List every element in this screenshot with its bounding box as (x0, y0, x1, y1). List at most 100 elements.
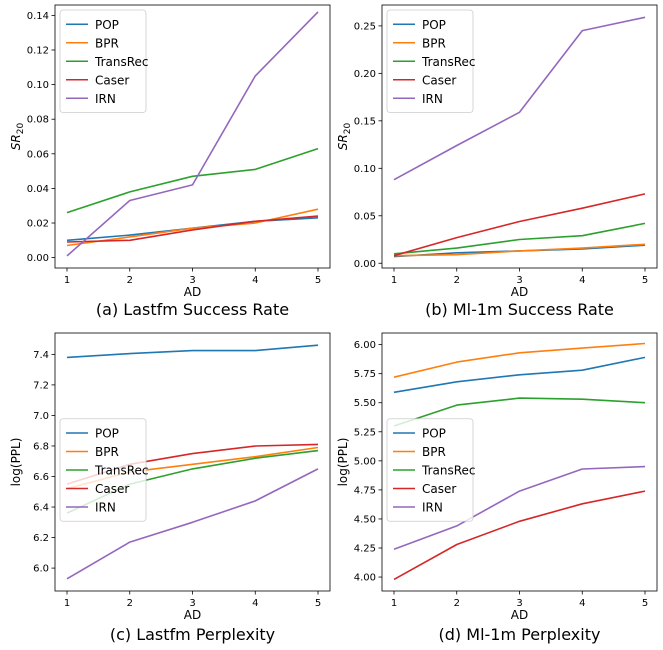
x-tick-label: 5 (642, 275, 648, 286)
series-line-irn (393, 16, 646, 181)
legend-label: TransRec (94, 464, 149, 478)
x-tick-label: 2 (127, 598, 133, 609)
y-tick-label: 4.00 (354, 573, 376, 584)
y-tick-label: 0.05 (354, 211, 376, 222)
y-tick-label: 5.25 (354, 427, 376, 438)
series-line-pop (393, 356, 646, 394)
x-tick-label: 5 (315, 275, 321, 286)
series-line-caser (66, 215, 319, 243)
x-tick-label: 5 (642, 598, 648, 609)
y-tick-label: 4.25 (354, 544, 376, 555)
legend: POP BPR TransRec Caser IRN (386, 9, 476, 113)
panel-caption: (a) Lastfm Success Rate (96, 300, 289, 319)
y-axis-label: SR20 (9, 123, 26, 151)
x-tick-label: 1 (64, 275, 70, 286)
legend-label: POP (422, 427, 446, 441)
series-line-pop (66, 217, 319, 242)
x-tick-label: 5 (315, 598, 321, 609)
y-axis-label-main: SR (9, 134, 23, 150)
y-tick-label: 6.2 (33, 533, 49, 544)
y-tick-label: 6.0 (33, 564, 49, 575)
legend-label: Caser (422, 482, 456, 496)
legend-box (386, 9, 474, 113)
y-tick-label: 7.2 (33, 380, 49, 391)
legend-label: IRN (422, 92, 443, 106)
series-line-transrec (393, 397, 646, 427)
legend-label: TransRec (421, 464, 476, 478)
chart-panel-2: 1 2 3 4 5 0.00 0.05 0.10 0.15 0.20 0.25 AD SR20 POP BP… (336, 4, 658, 319)
y-axis-label-sub: 20 (16, 123, 26, 135)
x-axis-label: AD (511, 285, 528, 299)
legend-label: BPR (95, 445, 119, 459)
x-tick-label: 3 (516, 275, 522, 286)
series-line-caser (393, 193, 646, 257)
x-tick-label: 1 (391, 598, 397, 609)
legend-label: Caser (95, 73, 129, 87)
y-tick-label: 0.10 (354, 164, 376, 175)
legend-label: POP (95, 18, 119, 32)
y-tick-label: 0.25 (354, 21, 376, 32)
x-axis-label: AD (184, 285, 201, 299)
panel-caption: (c) Lastfm Perplexity (110, 625, 275, 644)
x-tick-label: 2 (454, 598, 460, 609)
series-line-transrec (393, 222, 646, 255)
x-tick-label: 4 (252, 275, 258, 286)
legend-label: BPR (95, 36, 119, 50)
legend-label: IRN (422, 501, 443, 515)
y-tick-label: 6.4 (33, 503, 49, 514)
y-tick-label: 0.04 (27, 184, 49, 195)
x-tick-label: 4 (252, 598, 258, 609)
series-line-bpr (393, 243, 646, 257)
y-tick-label: 0.12 (27, 45, 49, 56)
legend-label: POP (422, 18, 446, 32)
y-axis-label: SR20 (336, 123, 353, 151)
legend-box (59, 418, 147, 522)
legend-label: IRN (95, 92, 116, 106)
y-tick-label: 5.00 (354, 456, 376, 467)
y-tick-label: 5.75 (354, 369, 376, 380)
x-tick-label: 4 (579, 275, 585, 286)
x-tick-label: 4 (579, 598, 585, 609)
x-tick-label: 1 (64, 598, 70, 609)
series-line-bpr (393, 342, 646, 378)
y-axis-label-sub: 20 (343, 123, 353, 135)
x-tick-label: 3 (189, 275, 195, 286)
x-tick-label: 2 (454, 275, 460, 286)
y-axis-label: log(PPL) (336, 438, 350, 487)
panel-caption: (b) Ml-1m Success Rate (425, 300, 614, 319)
panel-caption: (d) Ml-1m Perplexity (439, 625, 601, 644)
legend-label: Caser (95, 482, 129, 496)
series-line-irn (66, 11, 319, 257)
series-line-irn (393, 465, 646, 550)
y-tick-label: 0.08 (27, 115, 49, 126)
legend-label: BPR (422, 445, 446, 459)
x-tick-label: 2 (127, 275, 133, 286)
legend-box (59, 9, 147, 113)
legend-label: BPR (422, 36, 446, 50)
y-tick-label: 0.20 (354, 69, 376, 80)
legend: POP BPR TransRec Caser IRN (59, 418, 149, 522)
y-tick-label: 0.10 (27, 80, 49, 91)
y-tick-label: 6.6 (33, 472, 49, 483)
y-axis-label-main: SR (336, 134, 350, 150)
x-tick-label: 3 (516, 598, 522, 609)
y-tick-label: 4.50 (354, 514, 376, 525)
series-line-transrec (66, 147, 319, 214)
legend-label: TransRec (94, 55, 149, 69)
y-tick-label: 6.00 (354, 340, 376, 351)
x-tick-label: 3 (189, 598, 195, 609)
chart-panel-1: 1 2 3 4 5 0.00 0.02 0.04 0.06 0.08 0.10 0.12 0.14 AD S… (9, 4, 331, 319)
chart-panel-3: 1 2 3 4 5 6.0 6.2 6.4 6.6 6.8 7.0 7.2 7.4 AD log(PPL) P… (9, 332, 331, 644)
y-tick-label: 7.4 (33, 350, 49, 361)
series-line-irn (66, 468, 319, 580)
legend-label: POP (95, 427, 119, 441)
y-tick-label: 4.75 (354, 485, 376, 496)
legend-label: TransRec (421, 55, 476, 69)
legend-label: Caser (422, 73, 456, 87)
y-tick-label: 0.00 (354, 259, 376, 270)
x-axis-label: AD (511, 608, 528, 622)
y-tick-label: 5.50 (354, 398, 376, 409)
y-tick-label: 7.0 (33, 411, 49, 422)
x-axis-label: AD (184, 608, 201, 622)
y-axis-label: log(PPL) (9, 438, 23, 487)
